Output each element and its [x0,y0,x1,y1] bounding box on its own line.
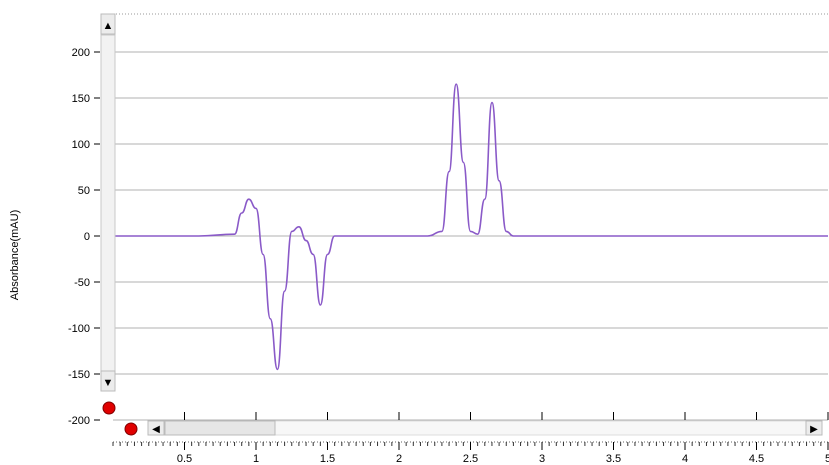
scroll-left-button[interactable] [147,420,165,436]
x-tick-label: 4 [682,453,688,465]
y-tick-label: -150 [68,369,90,381]
x-tick-label: 1.5 [320,453,335,465]
scroll-right-icon: ▶ [810,424,818,435]
x-tick-label: 4.5 [749,453,764,465]
horizontal-scroll-thumb[interactable] [164,420,276,436]
x-tick-label: 3.5 [606,453,621,465]
y-tick-label: 0 [84,231,90,243]
y-zoom-handle[interactable] [102,401,116,415]
x-tick-label: 1 [253,453,259,465]
y-tick-label: 50 [78,185,90,197]
x-tick-label: 5 [825,453,829,465]
scroll-right-button[interactable] [805,420,823,436]
scroll-down-icon: ▼ [103,377,114,389]
scroll-up-icon: ▲ [103,20,114,32]
series-layer [113,83,828,371]
scroll-down-button[interactable] [100,370,116,392]
x-tick-label: 2 [396,453,402,465]
horizontal-scrollbar[interactable]: ◀ ▶ [147,420,823,436]
x-zoom-handle[interactable] [124,422,138,436]
x-tick-label: 0.5 [177,453,192,465]
scroll-up-button[interactable] [100,13,116,35]
y-tick-label: 200 [72,47,90,59]
y-tick-label: -200 [68,415,90,427]
vertical-scroll-track[interactable] [100,34,116,372]
x-tick-label: 2.5 [463,453,478,465]
vertical-scrollbar[interactable]: ▲ ▼ [100,13,116,392]
series-line-0 [113,83,828,371]
x-axis: 0.5 1 1.5 2 2.5 3 3.5 4 4.5 5 [112,412,829,465]
y-axis-title: Absorbance(mAU) [9,210,21,300]
y-axis: 200 150 100 50 0 -50 -100 -150 -200 Absorbance(mA… [9,47,100,427]
y-tick-label: -100 [68,323,90,335]
y-tick-label: 150 [72,93,90,105]
x-tick-label: 3 [539,453,545,465]
y-tick-label: -50 [74,277,90,289]
y-tick-label: 100 [72,139,90,151]
scroll-left-icon: ◀ [152,424,160,435]
